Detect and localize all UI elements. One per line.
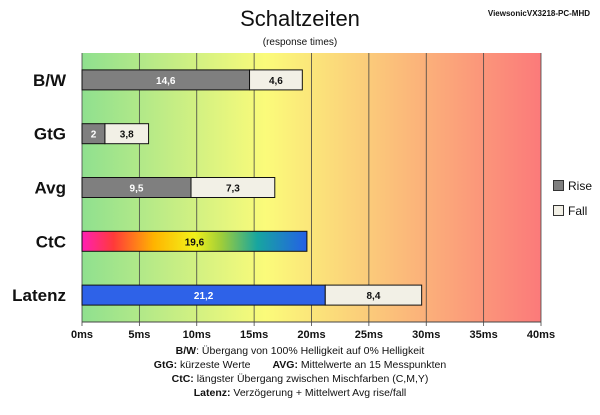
legend-item-fall: Fall [553,203,592,218]
x-tick-label: 10ms [183,329,211,341]
note-latenz: Latenz: Verzögerung + Mittelwert Avg ris… [0,386,600,400]
y-category-label: Latenz [12,286,66,305]
x-tick-label: 0ms [71,329,93,341]
x-tick-label: 20ms [297,329,325,341]
note-ctc: CtC: längster Übergang zwischen Mischfar… [0,372,600,386]
note-gtg-text: kürzeste Werte [177,359,251,371]
bar-ctc-label: 19,6 [185,237,205,248]
note-avg-label: AVG: [272,359,298,371]
y-category-label: GtG [34,125,66,144]
note-ctc-label: CtC: [171,373,194,385]
note-bw-text: : Übergang von 100% Helligkeit auf 0% He… [196,345,425,357]
note-ctc-text: längster Übergang zwischen Mischfarben (… [193,373,429,385]
bar-fall-label: 8,4 [367,291,381,302]
note-gtg-avg: GtG: kürzeste Werte AVG: Mittelwerte an 1… [0,358,600,372]
legend-label-fall: Fall [568,203,588,218]
y-category-label: CtC [36,232,66,251]
bar-fall-label: 7,3 [226,184,240,195]
bar-latency-label: 21,2 [194,291,214,302]
note-latenz-label: Latenz: [193,387,231,399]
bar-rise-label: 14,6 [156,76,176,87]
monitor-model: ViewsonicVX3218-PC-MHD [487,9,590,18]
bar-fall [249,69,303,91]
x-tick-label: 30ms [412,329,440,341]
y-category-label: Avg [35,179,67,198]
legend-swatch-rise [553,180,564,191]
chart-title: Schaltzeiten [240,6,360,31]
bar-fall [324,284,423,306]
legend-swatch-fall [553,205,564,216]
chart-subtitle: (response times) [262,37,338,48]
chart-notes: B/W: Übergang von 100% Helligkeit auf 0%… [0,344,600,400]
x-tick-label: 35ms [470,329,498,341]
x-tick-label: 15ms [240,329,268,341]
legend-label-rise: Rise [568,178,593,193]
bar-rise-label: 2 [91,130,97,141]
bar-fall [190,177,276,198]
x-tick-label: 25ms [355,329,383,341]
note-bw: B/W: Übergang von 100% Helligkeit auf 0%… [0,344,600,358]
bar-fall-label: 3,8 [120,130,134,141]
y-category-label: B/W [33,71,67,90]
x-tick-label: 40ms [527,329,555,341]
note-avg-text: Mittelwerte an 15 Messpunkten [297,359,447,371]
chart-legend: Rise Fall [553,178,592,228]
note-latenz-text: Verzögerung + Mittelwert Avg rise/fall [230,387,407,399]
note-bw-label: B/W [175,345,197,357]
legend-item-rise: Rise [553,178,592,193]
bar-fall [104,123,150,145]
x-tick-label: 5ms [128,329,150,341]
bar-ctc [81,230,308,252]
bar-rise-label: 9,5 [130,184,144,195]
note-gtg-label: GtG: [153,359,178,371]
bar-fall-label: 4,6 [269,76,283,87]
